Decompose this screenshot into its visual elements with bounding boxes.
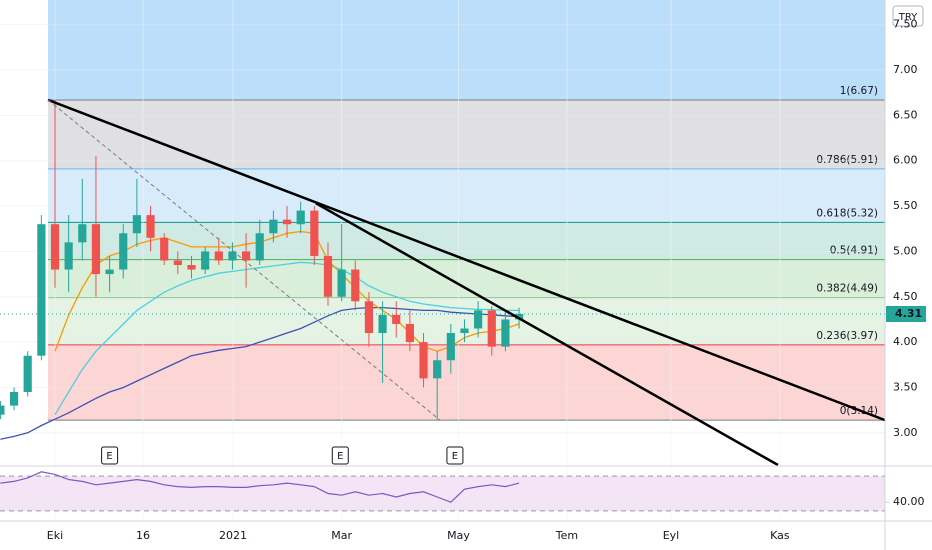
- candle-body: [487, 310, 496, 347]
- y-tick-label: 4.00: [893, 335, 918, 348]
- fib-zone: [48, 168, 885, 223]
- candle-body: [296, 210, 305, 225]
- fib-label: 0.236(3.97): [816, 330, 878, 342]
- y-tick-label: 3.00: [893, 426, 918, 439]
- x-tick-label: Eyl: [663, 529, 680, 542]
- candle-body: [187, 265, 196, 270]
- candle-body: [282, 219, 292, 225]
- price-pane: 1(6.67) 0.786(5.91) 0.618(5.32) 0.5(4.91) 0.…: [0, 0, 886, 467]
- y-tick-label: 7.00: [893, 63, 918, 76]
- fib-label: 0.5(4.91): [830, 245, 878, 257]
- candle-body: [119, 233, 128, 270]
- rsi-pane: [0, 471, 889, 512]
- candle-body: [419, 342, 428, 379]
- x-tick-label: Eki: [47, 529, 63, 542]
- rsi-band: [0, 476, 885, 511]
- x-tick-label: 16: [136, 529, 150, 542]
- candle-body: [0, 405, 5, 415]
- candle-body: [64, 242, 73, 270]
- moving-average: [54, 261, 520, 416]
- candle-body: [460, 328, 469, 334]
- candle-body: [132, 215, 141, 234]
- price-tag-label: 4.31: [895, 307, 922, 320]
- event-label: E: [106, 451, 112, 462]
- event-marker: [101, 446, 119, 465]
- candle-body: [474, 310, 483, 329]
- y-tick-label: 5.00: [893, 244, 918, 257]
- fib-label: 0.786(5.91): [816, 154, 878, 166]
- candle-body: [91, 224, 101, 275]
- trendline: [315, 202, 779, 467]
- currency: TRY: [898, 12, 918, 23]
- candle-body: [173, 260, 182, 266]
- price-tag: [886, 305, 926, 322]
- y-tick-label: 5.50: [893, 199, 918, 212]
- x-tick-label: Kas: [770, 529, 790, 542]
- y-tick-label: 6.00: [893, 154, 918, 167]
- rsi-tick-label: 40.00: [893, 495, 925, 508]
- candle-body: [405, 323, 414, 343]
- fib-label: 0.382(4.49): [816, 283, 878, 295]
- candle-body: [337, 269, 346, 297]
- candle-body: [146, 215, 155, 238]
- candle-body: [433, 360, 442, 379]
- candle-body: [201, 251, 210, 270]
- fib-label: 0.618(5.32): [816, 207, 878, 219]
- candle-body: [501, 319, 510, 347]
- candle-body: [37, 224, 46, 356]
- x-tick-label: Mar: [331, 529, 352, 542]
- candle-body: [160, 237, 169, 261]
- fib-zone: [48, 344, 885, 421]
- x-tick-label: May: [447, 529, 470, 542]
- fib-zone: [48, 222, 885, 260]
- candle-body: [78, 224, 87, 243]
- candle-body: [9, 391, 19, 406]
- candle-body: [269, 219, 278, 234]
- candle-body: [105, 269, 114, 275]
- fib-label: 1(6.67): [840, 85, 878, 97]
- candle-body: [514, 313, 524, 320]
- rsi-line: [0, 471, 520, 503]
- candle-body: [310, 210, 319, 256]
- candle-body: [378, 314, 387, 334]
- moving-average: [0, 306, 520, 440]
- fib-zone: [48, 297, 885, 345]
- candle-body: [392, 314, 401, 324]
- fib-zone: [48, 259, 885, 298]
- candle-body: [446, 333, 455, 361]
- candle-body: [228, 251, 237, 261]
- candle-body: [255, 233, 264, 261]
- currency-badge[interactable]: [892, 5, 924, 27]
- candle-body: [364, 301, 374, 334]
- event-label: E: [452, 451, 458, 462]
- x-tick-label: 2021: [219, 529, 247, 542]
- candle-body: [323, 255, 333, 297]
- candle-body: [23, 355, 32, 392]
- candle-body: [214, 251, 223, 261]
- y-tick-label: 6.50: [893, 108, 918, 121]
- event-marker: [446, 446, 464, 465]
- event-label: E: [337, 451, 343, 462]
- y-tick-label: 7.50: [893, 18, 918, 31]
- fib-zone: [48, 99, 885, 169]
- candle-body: [351, 269, 360, 302]
- y-tick-label: 3.50: [893, 380, 918, 393]
- trendline: [47, 99, 441, 421]
- fib-zone: [48, 0, 885, 100]
- candle-body: [241, 251, 251, 261]
- event-marker: [331, 446, 349, 465]
- x-tick-label: Tem: [555, 529, 578, 542]
- candle-body: [50, 224, 60, 270]
- trendline: [47, 98, 886, 422]
- y-tick-label: 4.50: [893, 290, 918, 303]
